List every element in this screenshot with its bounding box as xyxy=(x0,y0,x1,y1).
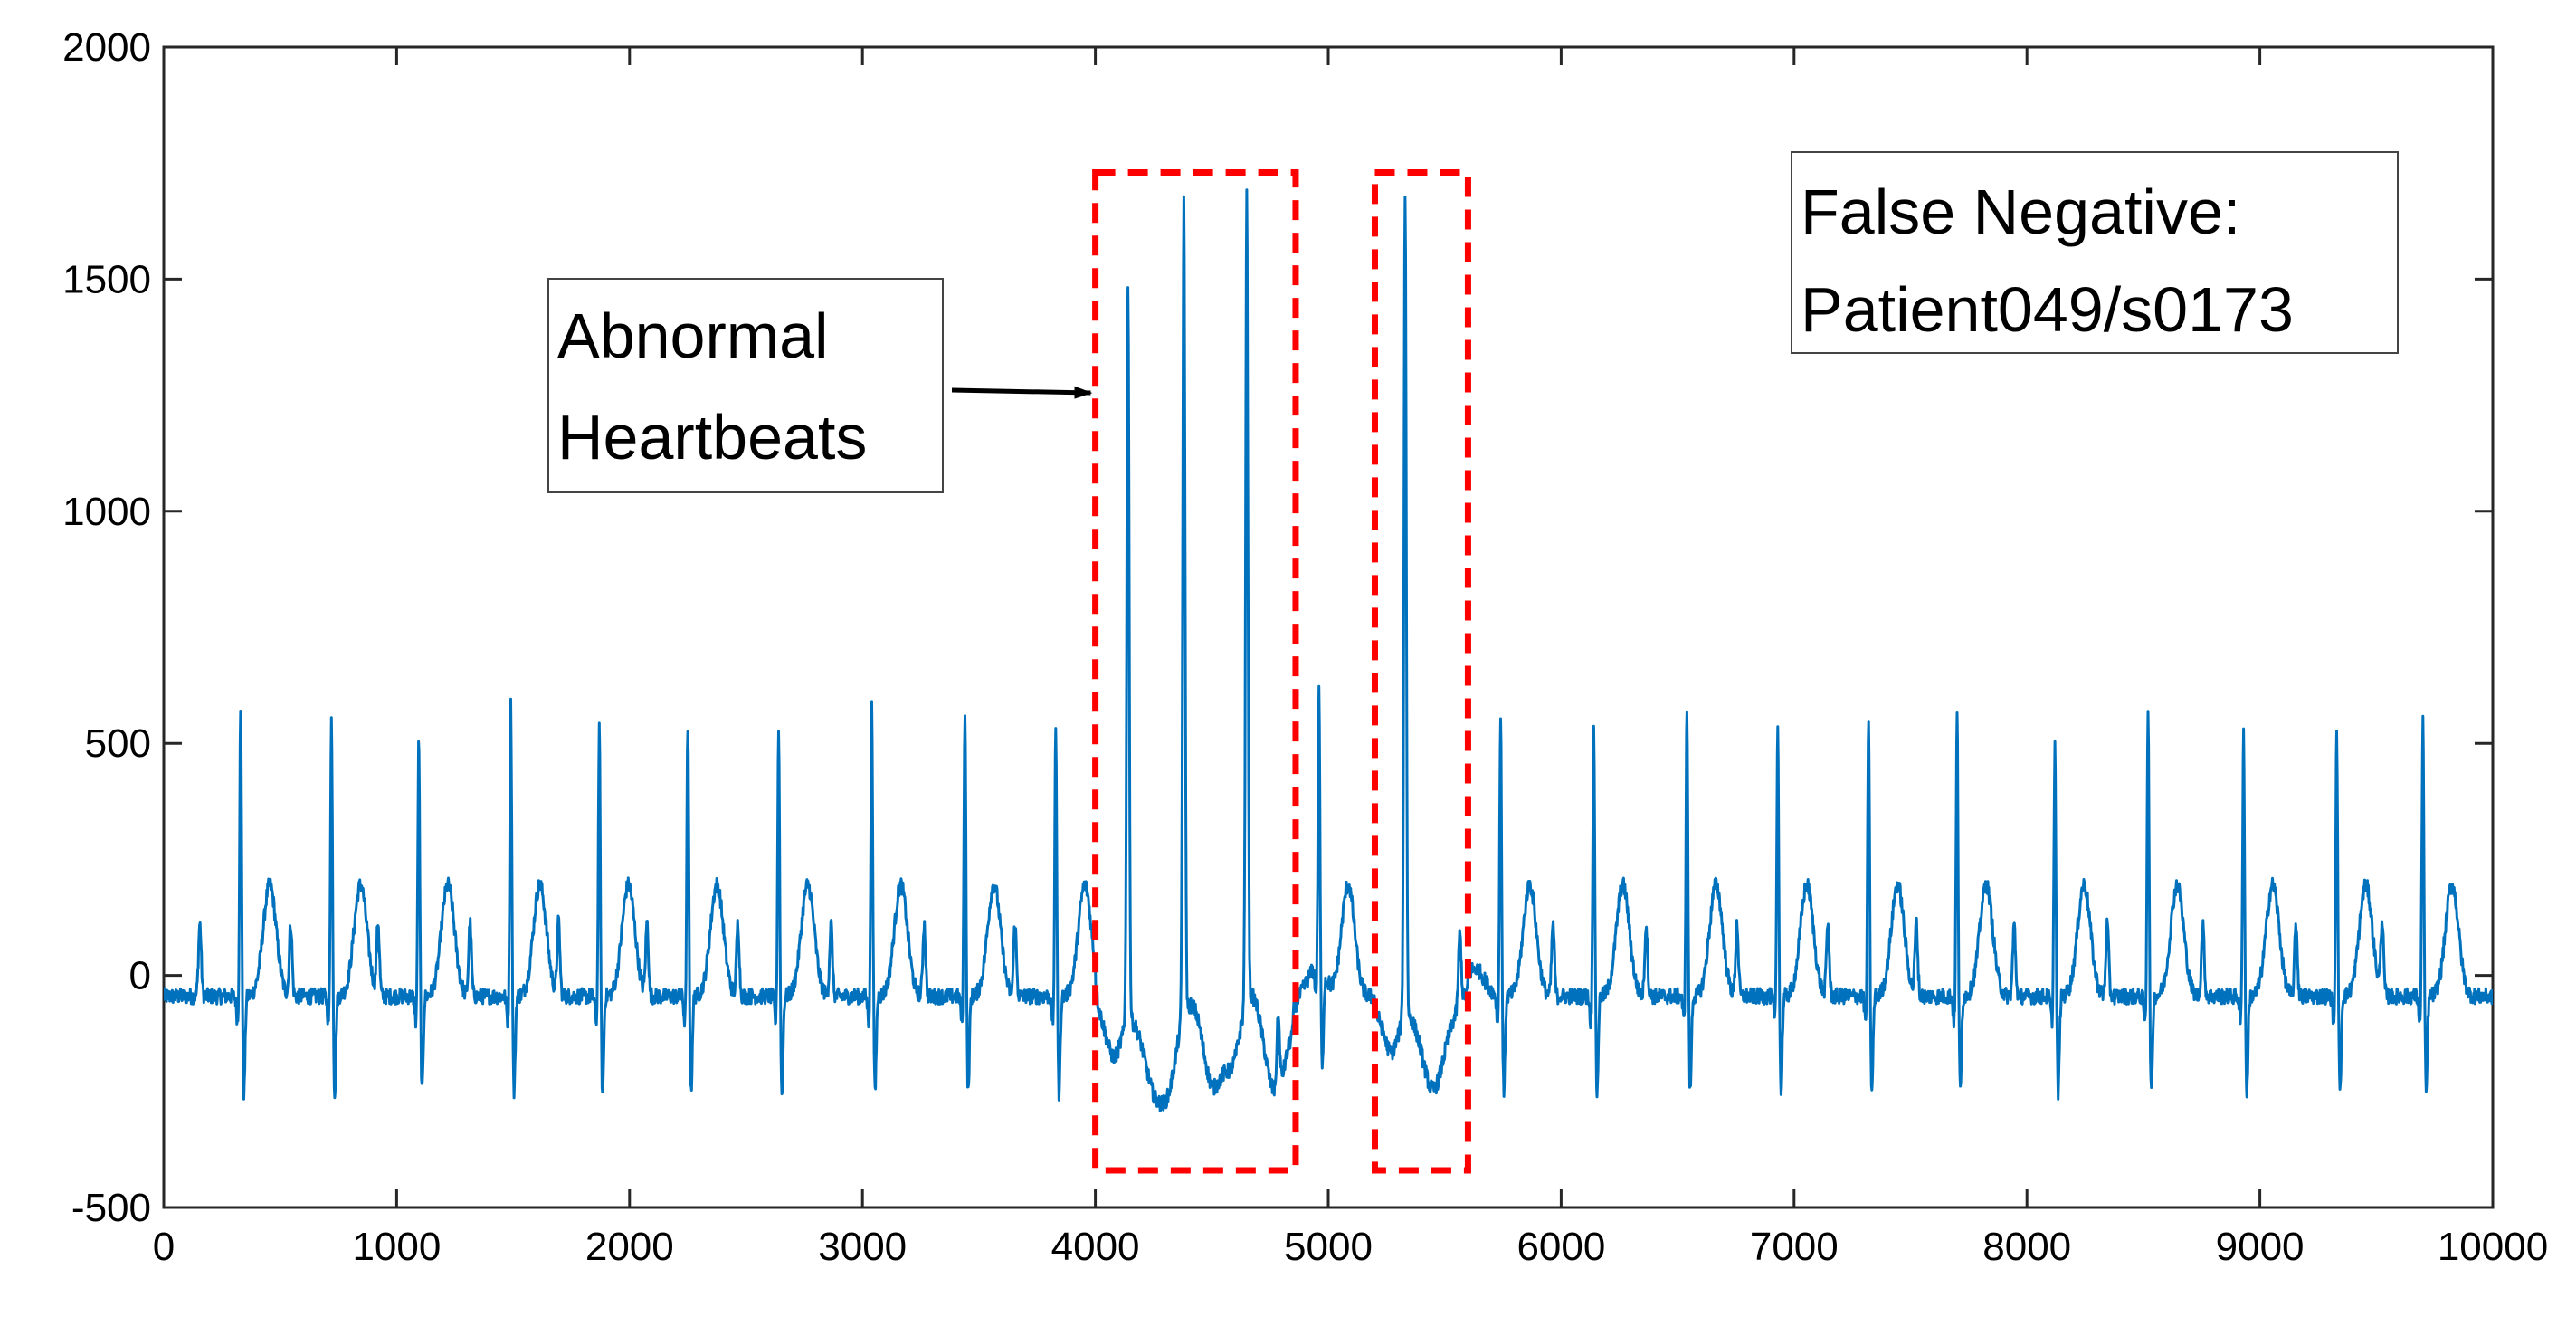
false-negative-line1: False Negative: xyxy=(1801,177,2240,247)
abnormal-arrow xyxy=(951,386,1093,399)
y-tick-label: 1000 xyxy=(62,490,151,534)
y-tick-label: 0 xyxy=(129,954,151,998)
ecg-signal-line xyxy=(164,188,2493,1112)
x-tick-label: 1000 xyxy=(352,1225,441,1269)
x-tick-label: 9000 xyxy=(2216,1225,2305,1269)
abnormal-label-line1: Abnormal xyxy=(557,301,829,371)
y-tick-label: 1500 xyxy=(62,257,151,301)
y-tick-label: 500 xyxy=(85,721,151,766)
x-tick-label: 5000 xyxy=(1284,1225,1373,1269)
x-tick-label: 0 xyxy=(153,1225,175,1269)
y-axis: -500 0 500 1000 1500 2000 xyxy=(62,25,2493,1230)
abnormal-label-line2: Heartbeats xyxy=(557,402,867,472)
false-negative-callout: False Negative: Patient049/s0173 xyxy=(1791,151,2399,354)
x-axis: 0 1000 2000 3000 4000 5000 6000 7000 8000 9000 100… xyxy=(153,47,2548,1269)
x-tick-label: 3000 xyxy=(818,1225,907,1269)
y-tick-label: -500 xyxy=(71,1186,151,1230)
x-tick-label: 6000 xyxy=(1516,1225,1605,1269)
highlight-region-2 xyxy=(1371,168,1471,1174)
abnormal-heartbeats-callout: Abnormal Heartbeats xyxy=(547,278,1093,493)
y-tick-label: 2000 xyxy=(62,25,151,70)
x-tick-label: 10000 xyxy=(2438,1225,2548,1269)
x-tick-label: 7000 xyxy=(1750,1225,1839,1269)
abnormal-highlight-regions xyxy=(1092,168,1471,1174)
highlight-region-1 xyxy=(1092,168,1299,1174)
false-negative-box xyxy=(1791,151,2399,354)
abnormal-heartbeats-box xyxy=(547,278,944,493)
x-tick-label: 2000 xyxy=(585,1225,674,1269)
false-negative-line2: Patient049/s0173 xyxy=(1801,274,2294,345)
x-tick-label: 4000 xyxy=(1051,1225,1140,1269)
x-tick-label: 8000 xyxy=(1982,1225,2071,1269)
